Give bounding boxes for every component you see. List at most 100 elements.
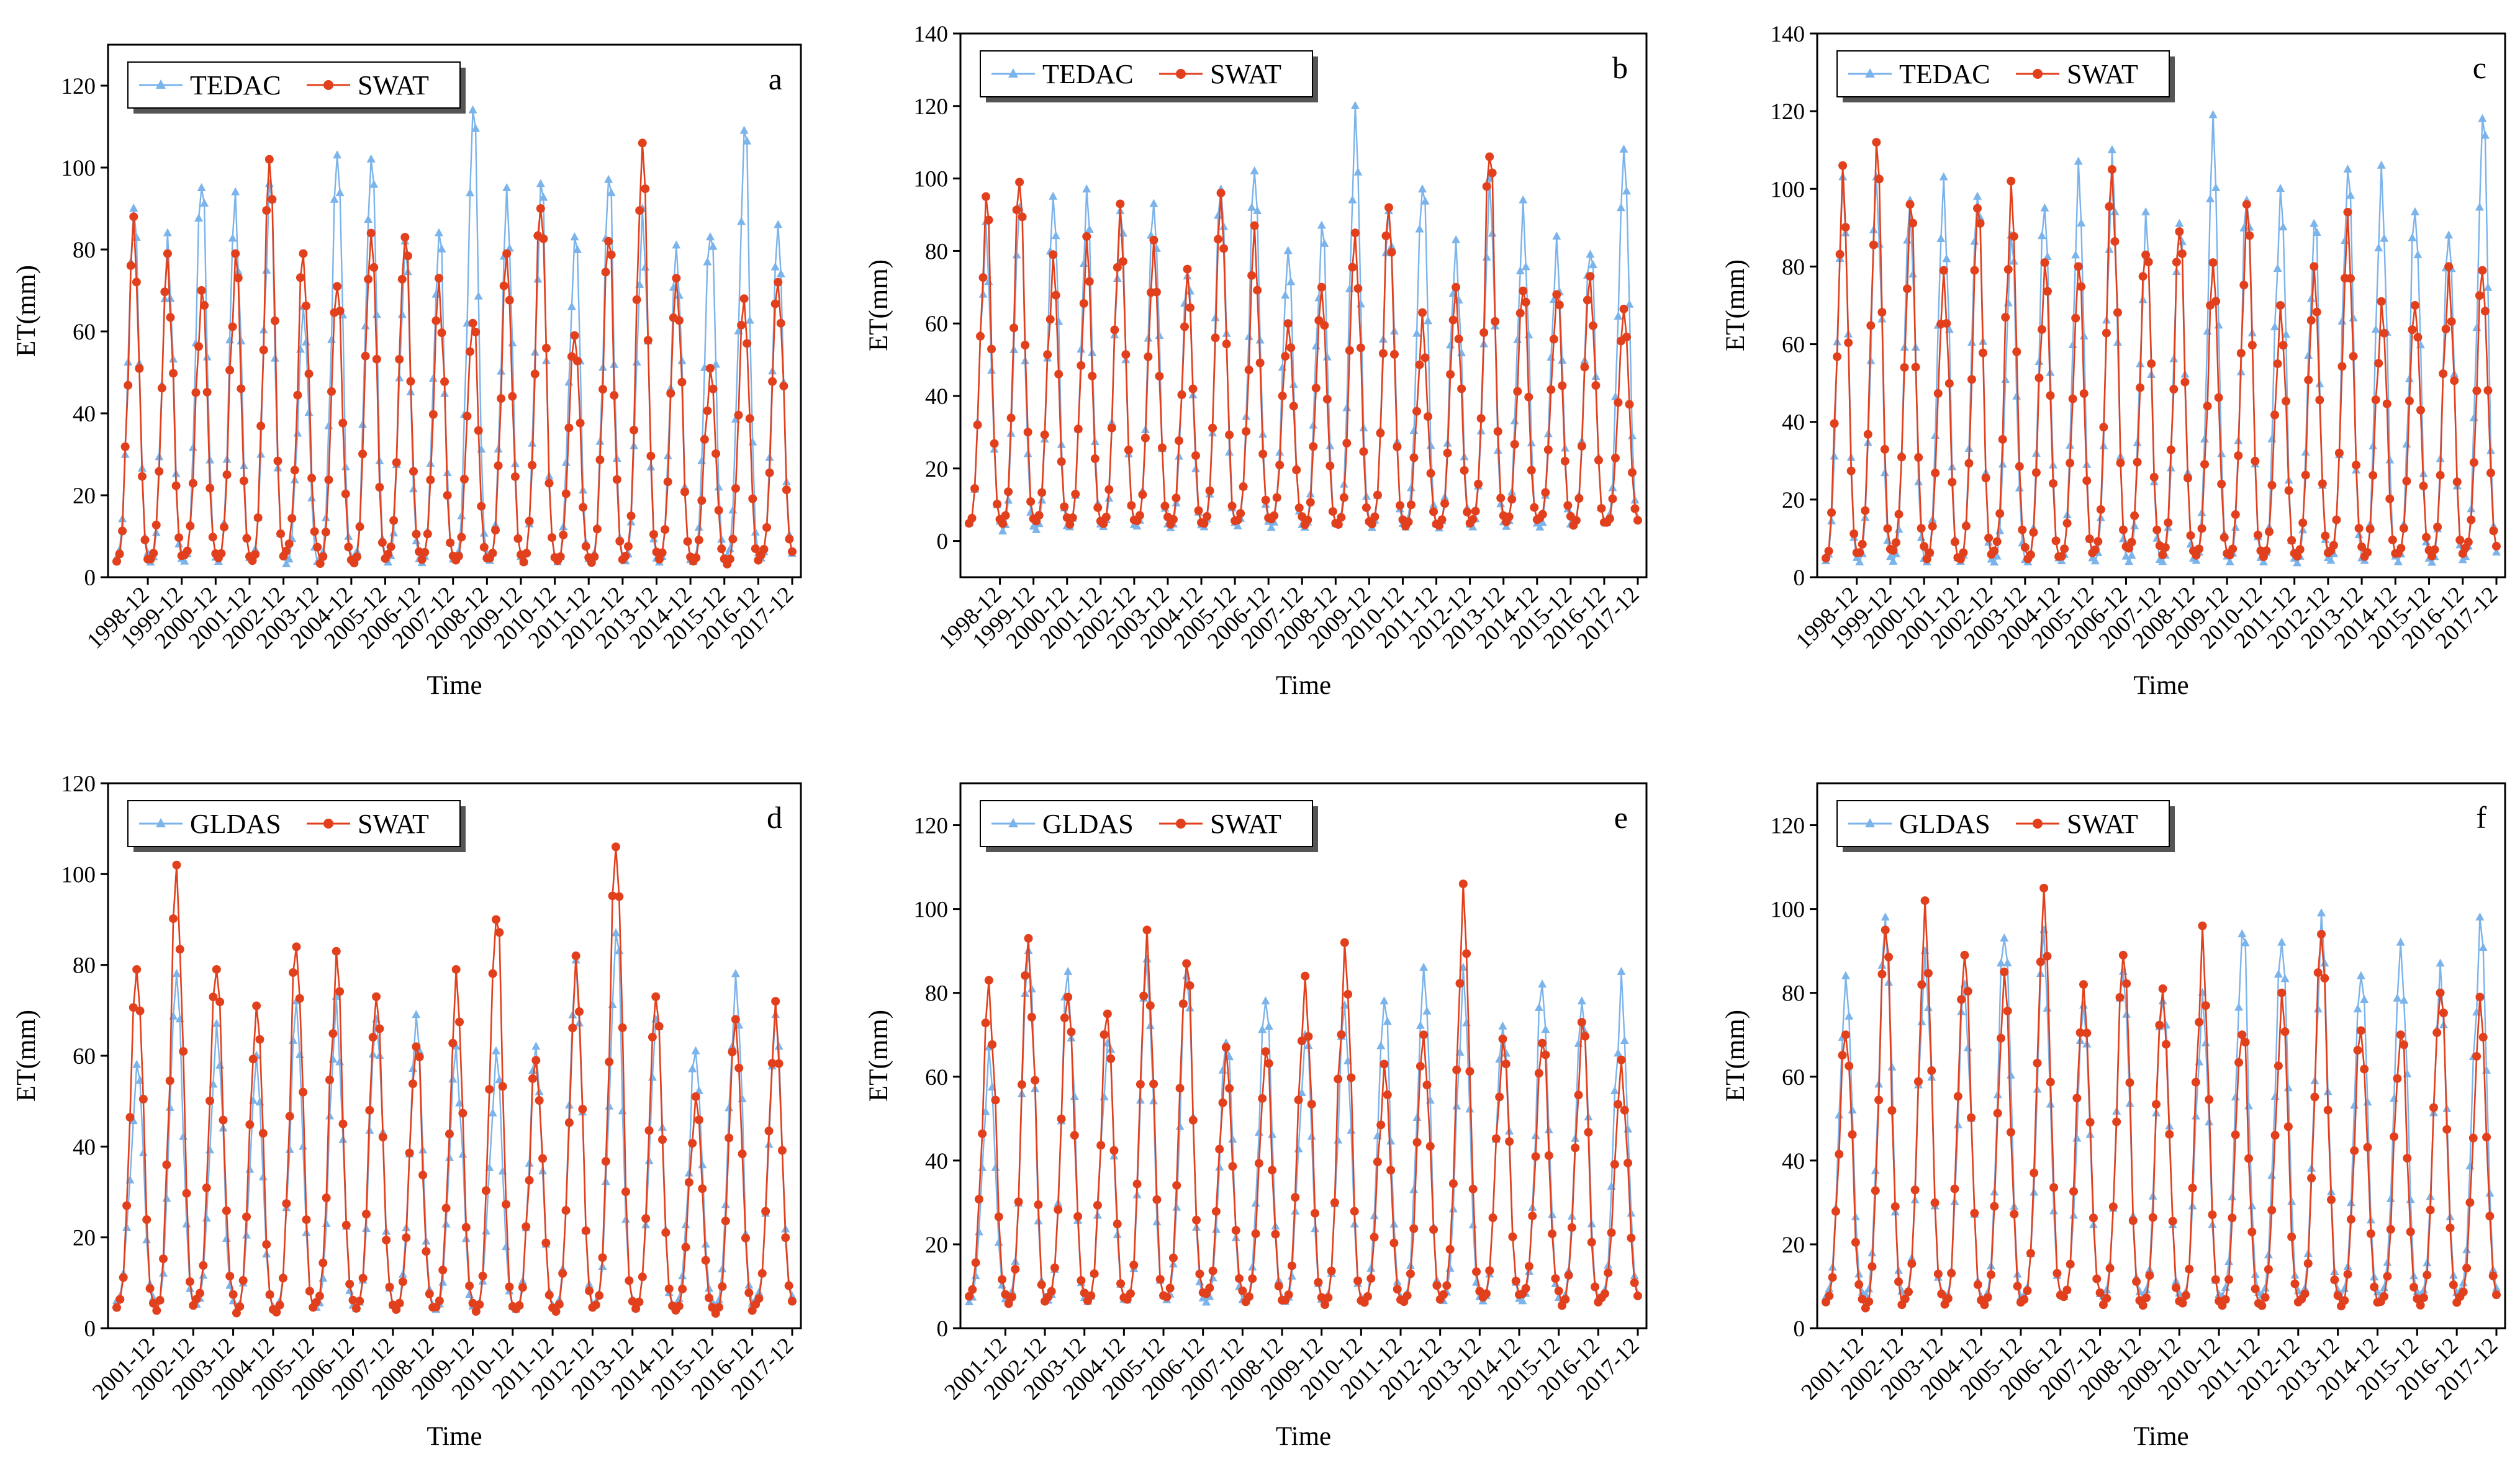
data-point (2203, 402, 2212, 411)
data-point (2023, 1286, 2032, 1295)
legend-label-gldas: GLDAS (1042, 809, 1134, 839)
data-point (272, 1308, 281, 1317)
data-point (2253, 531, 2262, 540)
data-point (688, 1064, 697, 1073)
data-point (1289, 402, 1298, 411)
data-point (2365, 524, 2375, 534)
data-point (2360, 1064, 2369, 1074)
data-point (259, 345, 268, 354)
data-point (1571, 516, 1581, 525)
data-point (2340, 1296, 2349, 1305)
data-point (681, 1243, 690, 1252)
data-point (1337, 1030, 1346, 1039)
data-point (2374, 359, 2383, 368)
data-point (759, 545, 769, 554)
data-point (538, 1154, 548, 1163)
data-point (1620, 1035, 1629, 1044)
data-point (2244, 1101, 2253, 1110)
data-point (1881, 912, 1890, 921)
data-point (481, 1226, 490, 1235)
data-point (2214, 393, 2223, 402)
data-point (256, 421, 266, 431)
data-point (1990, 557, 1999, 566)
data-point (1933, 1269, 1943, 1279)
data-point (285, 1112, 294, 1121)
data-point (2472, 323, 2482, 331)
data-point (2280, 974, 2290, 983)
data-point (1535, 522, 1545, 531)
data-point (1248, 1262, 1257, 1270)
data-point (776, 318, 785, 328)
data-point (2374, 243, 2383, 252)
data-point (971, 1258, 980, 1267)
data-point (2369, 470, 2378, 480)
data-point (2329, 541, 2338, 550)
data-point (1012, 250, 1021, 259)
data-point (2382, 399, 2391, 408)
data-point (2169, 385, 2179, 394)
data-point (228, 1290, 238, 1299)
legend: TEDAC SWAT (1836, 50, 2175, 102)
data-point (1534, 1002, 1543, 1011)
data-point (112, 557, 121, 566)
data-point (993, 500, 1002, 509)
data-point (691, 1092, 700, 1101)
data-point (155, 467, 164, 476)
data-point (1448, 1179, 1458, 1189)
data-point (1101, 513, 1111, 522)
data-point (132, 277, 141, 287)
data-point (1468, 1184, 1478, 1194)
data-point (1116, 199, 1125, 209)
data-point (1961, 521, 1971, 531)
data-point (1380, 1059, 1389, 1069)
data-point (328, 1029, 338, 1038)
data-point (1168, 515, 1178, 524)
data-point (1861, 506, 1870, 515)
data-point (1967, 338, 1976, 346)
data-point (1528, 1212, 1537, 1221)
data-point (142, 1215, 151, 1225)
data-point (1564, 1270, 1573, 1280)
data-point (2326, 1195, 2336, 1204)
data-point (1614, 1100, 1623, 1109)
data-point (1215, 1144, 1224, 1154)
data-point (1274, 1282, 1283, 1291)
data-point (248, 1095, 258, 1104)
data-point (2478, 1033, 2488, 1042)
data-point (1051, 231, 1060, 240)
data-point (1558, 381, 1567, 390)
data-point (621, 1215, 631, 1223)
data-point (674, 1302, 684, 1311)
legend-marker (2033, 819, 2043, 829)
data-point (1129, 1261, 1139, 1270)
plot-frame (1816, 32, 2506, 578)
data-point (1242, 427, 1251, 436)
data-point (1393, 442, 1402, 451)
data-point (2069, 1187, 2079, 1196)
data-point (1448, 1204, 1458, 1213)
data-point (2074, 262, 2083, 271)
data-point (525, 1176, 534, 1185)
data-point (1086, 1291, 1096, 1300)
data-point (1498, 1034, 1507, 1043)
data-point (445, 1153, 454, 1161)
data-point (1627, 468, 1637, 477)
data-point (2208, 258, 2218, 268)
data-point (2238, 929, 2247, 938)
data-point (327, 387, 336, 396)
data-point (1931, 431, 1940, 439)
data-point (1261, 1047, 1270, 1056)
data-point (531, 1056, 541, 1065)
data-point (2072, 1133, 2082, 1142)
data-point (1538, 518, 1547, 526)
data-point (2416, 405, 2425, 415)
data-point (1233, 515, 1242, 524)
data-point (325, 1075, 335, 1084)
plot-frame (107, 43, 802, 578)
data-point (1412, 1138, 1422, 1147)
data-point (1861, 1303, 1870, 1313)
series-swat (1822, 883, 2501, 1313)
data-point (1828, 1273, 1837, 1282)
data-point (2043, 251, 2052, 260)
data-point (1389, 1219, 1399, 1228)
